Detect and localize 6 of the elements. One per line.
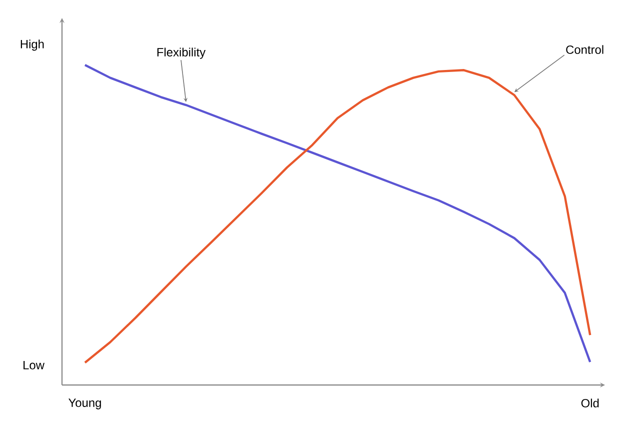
text: Low [24, 361, 44, 370]
x-tick-label: Young [68, 398, 101, 410]
x-tick-label: Old [581, 398, 599, 408]
text: Flexibility [157, 48, 206, 59]
text: Control [566, 45, 604, 54]
text: High [20, 40, 44, 51]
